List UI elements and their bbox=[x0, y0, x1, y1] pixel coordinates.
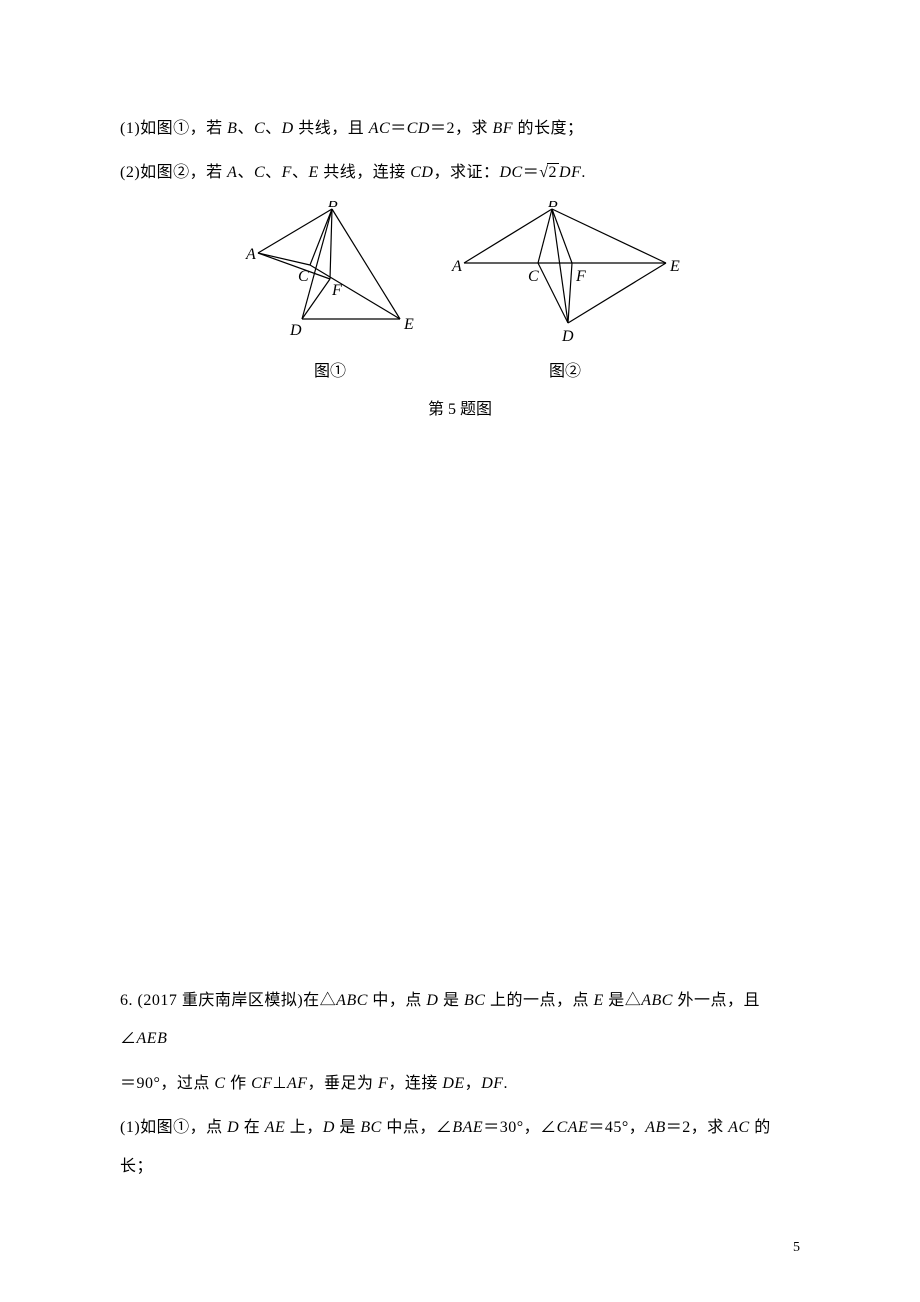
text: 是 bbox=[438, 992, 464, 1009]
text: 上， bbox=[285, 1119, 323, 1136]
var: BAE bbox=[452, 1119, 483, 1136]
var-A: A bbox=[227, 164, 237, 181]
var-E: E bbox=[308, 164, 318, 181]
text: 是 bbox=[335, 1119, 361, 1136]
problem-6-line3: (1)如图①，点 D 在 AE 上，D 是 BC 中点，∠BAE＝30°，∠CA… bbox=[120, 1109, 800, 1186]
text: 、 bbox=[237, 120, 254, 137]
paragraph-q2: (2)如图②，若 A、C、F、E 共线，连接 CD，求证：DC＝√2DF. bbox=[120, 154, 800, 192]
svg-text:F: F bbox=[331, 282, 342, 299]
text: . bbox=[504, 1075, 509, 1092]
text: 作 bbox=[226, 1075, 252, 1092]
text: . bbox=[581, 164, 586, 181]
text: ＝45°， bbox=[588, 1119, 645, 1136]
var: DF bbox=[481, 1075, 503, 1092]
var: AEB bbox=[137, 1030, 168, 1047]
text: (2)如图②，若 bbox=[120, 164, 227, 181]
svg-text:E: E bbox=[403, 316, 414, 333]
var-DF: DF bbox=[559, 164, 581, 181]
svg-text:B: B bbox=[548, 201, 558, 211]
var: ABC bbox=[336, 992, 368, 1009]
figure-main-caption: 第 5 题图 bbox=[120, 395, 800, 419]
text: 上的一点，点 bbox=[485, 992, 593, 1009]
svg-text:D: D bbox=[289, 322, 302, 339]
var: AF bbox=[287, 1075, 308, 1092]
figure-block: A B C D E F 图① A B C D E F 图② 第 5 题图 bbox=[120, 201, 800, 419]
var-B: B bbox=[227, 120, 237, 137]
diagram-2: A B C D E F bbox=[450, 201, 680, 351]
var-DC: DC bbox=[500, 164, 523, 181]
var: AC bbox=[728, 1119, 749, 1136]
paragraph-q1: (1)如图①，若 B、C、D 共线，且 AC＝CD＝2，求 BF 的长度； bbox=[120, 110, 800, 148]
svg-text:C: C bbox=[298, 268, 309, 285]
var-C: C bbox=[254, 120, 265, 137]
sqrt-arg: 2 bbox=[547, 163, 560, 181]
var-CD: CD bbox=[407, 120, 430, 137]
text: ＝30°，∠ bbox=[483, 1119, 556, 1136]
text: ＝2，求 bbox=[666, 1119, 729, 1136]
text: 中点，∠ bbox=[382, 1119, 453, 1136]
page: (1)如图①，若 B、C、D 共线，且 AC＝CD＝2，求 BF 的长度； (2… bbox=[0, 0, 920, 1302]
text: ，求证： bbox=[433, 164, 499, 181]
text: 6. (2017 重庆南岸区模拟)在△ bbox=[120, 992, 336, 1009]
text: 是△ bbox=[604, 992, 642, 1009]
var: F bbox=[378, 1075, 388, 1092]
var: CAE bbox=[557, 1119, 589, 1136]
var-CD: CD bbox=[410, 164, 433, 181]
var: DE bbox=[442, 1075, 464, 1092]
svg-text:A: A bbox=[451, 258, 462, 275]
diagram-1: A B C D E F bbox=[240, 201, 420, 351]
figure-1-label: 图① bbox=[314, 357, 346, 381]
var: D bbox=[426, 992, 438, 1009]
text: ， bbox=[465, 1075, 482, 1092]
var: BC bbox=[360, 1119, 381, 1136]
svg-text:B: B bbox=[328, 201, 338, 211]
var: ABC bbox=[641, 992, 673, 1009]
problem-6-line1: 6. (2017 重庆南岸区模拟)在△ABC 中，点 D 是 BC 上的一点，点… bbox=[120, 982, 800, 1059]
text: ＝2，求 bbox=[430, 120, 493, 137]
var: D bbox=[323, 1119, 335, 1136]
text: 共线，连接 bbox=[319, 164, 411, 181]
sqrt: √2 bbox=[539, 154, 559, 192]
text: ⊥ bbox=[273, 1075, 287, 1092]
text: ＝90°，过点 bbox=[120, 1075, 214, 1092]
var-D: D bbox=[282, 120, 294, 137]
var: AB bbox=[645, 1119, 666, 1136]
text: ＝ bbox=[390, 120, 407, 137]
text: (1)如图①，若 bbox=[120, 120, 227, 137]
var-AC: AC bbox=[369, 120, 390, 137]
figure-1-wrap: A B C D E F 图① bbox=[240, 201, 420, 381]
var: BC bbox=[464, 992, 485, 1009]
text: 、 bbox=[292, 164, 309, 181]
var-BF: BF bbox=[492, 120, 513, 137]
text: 在 bbox=[239, 1119, 265, 1136]
figure-2-wrap: A B C D E F 图② bbox=[450, 201, 680, 381]
text: ，垂足为 bbox=[308, 1075, 379, 1092]
text: ，连接 bbox=[388, 1075, 442, 1092]
text: 、 bbox=[265, 120, 282, 137]
text: 中，点 bbox=[368, 992, 427, 1009]
text: 、 bbox=[265, 164, 282, 181]
figure-2-label: 图② bbox=[549, 357, 581, 381]
figure-row: A B C D E F 图① A B C D E F 图② bbox=[120, 201, 800, 381]
svg-text:C: C bbox=[528, 268, 539, 285]
text: (1)如图①，点 bbox=[120, 1119, 227, 1136]
var: AE bbox=[265, 1119, 286, 1136]
problem-6-line2: ＝90°，过点 C 作 CF⊥AF，垂足为 F，连接 DE，DF. bbox=[120, 1065, 800, 1103]
problem-6-block: 6. (2017 重庆南岸区模拟)在△ABC 中，点 D 是 BC 上的一点，点… bbox=[120, 982, 800, 1192]
text: ＝ bbox=[523, 164, 540, 181]
text: 共线，且 bbox=[294, 120, 369, 137]
var-F: F bbox=[282, 164, 292, 181]
svg-text:F: F bbox=[575, 268, 586, 285]
svg-text:D: D bbox=[561, 328, 574, 345]
svg-text:E: E bbox=[669, 258, 680, 275]
var-C: C bbox=[254, 164, 265, 181]
var: E bbox=[593, 992, 603, 1009]
page-number: 5 bbox=[793, 1240, 800, 1256]
var: CF bbox=[251, 1075, 272, 1092]
text: 的长度； bbox=[513, 120, 584, 137]
var: D bbox=[227, 1119, 239, 1136]
var: C bbox=[214, 1075, 225, 1092]
text: 、 bbox=[237, 164, 254, 181]
svg-text:A: A bbox=[245, 246, 256, 263]
